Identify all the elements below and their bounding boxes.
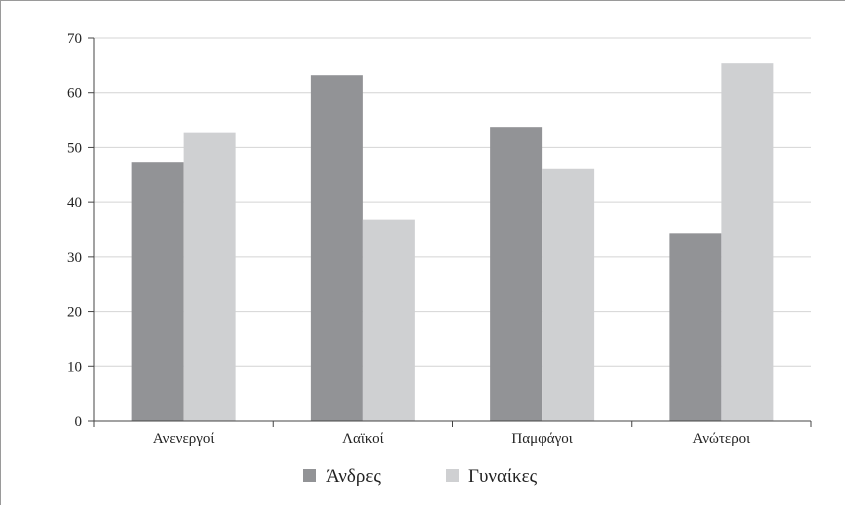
- legend: Άνδρες Γυναίκες: [303, 466, 538, 487]
- y-tick-label: 60: [67, 86, 82, 102]
- legend-label: Άνδρες: [326, 466, 381, 487]
- y-tick-label: 30: [67, 250, 82, 266]
- bar-series1: [310, 75, 363, 421]
- y-tick-label: 50: [67, 140, 82, 156]
- x-category-label: Παμφάγοι: [511, 431, 572, 447]
- axes: 0 10 20 30 40 50 60 70 Ανενεργοί Λαϊκοί Παμφάγοι Αν…: [67, 31, 812, 447]
- y-tick-label: 10: [67, 359, 82, 375]
- bar-series1: [490, 127, 543, 421]
- legend-label: Γυναίκες: [468, 466, 538, 487]
- x-category-label: Λαϊκοί: [342, 431, 384, 447]
- y-tick-label: 20: [67, 305, 82, 321]
- bar-series1: [669, 233, 722, 421]
- bar-series1: [131, 162, 184, 422]
- y-tick-label: 40: [67, 195, 82, 211]
- x-category-label: Ανώτεροι: [693, 431, 751, 447]
- legend-swatch: [446, 469, 459, 482]
- y-tick-label: 70: [67, 31, 82, 47]
- bar-series2: [183, 132, 236, 422]
- legend-swatch: [303, 469, 316, 482]
- bar-series2: [542, 168, 595, 421]
- bars: [131, 63, 774, 422]
- y-tick-label: 0: [75, 414, 83, 430]
- x-category-label: Ανενεργοί: [153, 431, 215, 447]
- bar-series2: [362, 219, 415, 421]
- bar-series2: [721, 63, 774, 421]
